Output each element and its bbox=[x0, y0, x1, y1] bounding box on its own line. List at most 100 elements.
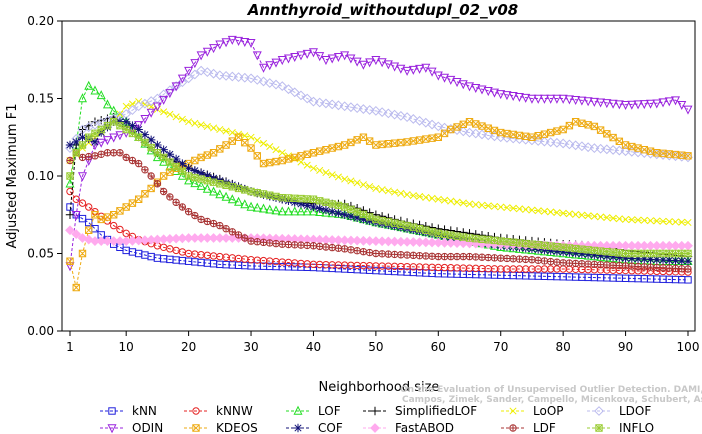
data-point bbox=[272, 146, 280, 154]
data-point bbox=[153, 180, 162, 188]
data-point bbox=[559, 209, 567, 217]
data-point bbox=[128, 199, 137, 207]
data-point bbox=[297, 194, 305, 203]
data-point bbox=[289, 87, 300, 98]
data-point bbox=[327, 99, 338, 110]
data-point bbox=[216, 145, 224, 153]
data-point bbox=[78, 199, 87, 207]
data-point bbox=[241, 234, 249, 242]
data-point bbox=[97, 125, 105, 134]
data-point bbox=[302, 93, 313, 104]
data-point bbox=[65, 178, 75, 188]
data-point bbox=[534, 241, 542, 249]
data-point bbox=[122, 154, 130, 161]
data-point bbox=[553, 258, 561, 266]
data-point bbox=[596, 251, 606, 261]
legend-item: ODIN bbox=[100, 421, 163, 434]
data-point bbox=[577, 249, 587, 259]
data-point bbox=[179, 203, 186, 211]
data-point bbox=[383, 236, 394, 247]
data-point bbox=[677, 101, 687, 111]
x-tick-label: 20 bbox=[181, 340, 196, 354]
x-tick-label: 40 bbox=[306, 340, 321, 354]
data-point bbox=[402, 66, 412, 76]
data-point bbox=[358, 104, 369, 114]
data-point bbox=[566, 259, 573, 267]
data-point bbox=[196, 65, 206, 76]
data-point bbox=[571, 244, 580, 253]
data-point bbox=[184, 175, 194, 185]
data-point bbox=[545, 137, 556, 148]
data-point bbox=[359, 181, 367, 189]
data-point bbox=[678, 265, 685, 272]
data-point bbox=[85, 203, 93, 211]
data-point bbox=[558, 94, 568, 104]
data-point bbox=[215, 40, 225, 50]
data-point bbox=[422, 226, 430, 234]
data-point bbox=[165, 161, 175, 171]
data-point bbox=[558, 138, 569, 149]
data-point bbox=[241, 132, 249, 140]
legend-label: kNN bbox=[132, 404, 157, 418]
data-point bbox=[191, 156, 199, 165]
data-point bbox=[315, 204, 324, 213]
data-point bbox=[178, 159, 187, 168]
data-point bbox=[389, 236, 400, 247]
data-point bbox=[528, 133, 536, 141]
data-point bbox=[209, 186, 219, 196]
data-point bbox=[390, 219, 399, 227]
data-point bbox=[452, 78, 462, 88]
data-point bbox=[453, 232, 461, 240]
data-point bbox=[171, 166, 181, 176]
data-point bbox=[227, 194, 237, 204]
data-point bbox=[246, 73, 256, 84]
data-point bbox=[415, 225, 424, 233]
data-point bbox=[104, 149, 111, 156]
data-point bbox=[308, 48, 318, 58]
legend-item: kNN bbox=[100, 404, 157, 418]
data-point bbox=[646, 99, 656, 109]
legend-label: LOF bbox=[318, 404, 341, 418]
data-point bbox=[471, 83, 481, 93]
data-point bbox=[134, 159, 143, 168]
legend-item: SimplifiedLOF bbox=[363, 404, 477, 418]
data-point bbox=[609, 262, 617, 269]
data-point bbox=[647, 263, 654, 271]
data-point bbox=[85, 226, 93, 234]
data-point bbox=[235, 231, 242, 239]
data-point bbox=[433, 71, 443, 81]
data-point bbox=[347, 205, 355, 214]
data-point bbox=[340, 51, 350, 61]
data-point bbox=[565, 244, 574, 252]
data-point bbox=[97, 215, 105, 224]
data-point bbox=[266, 191, 274, 199]
data-point bbox=[403, 251, 411, 259]
data-point bbox=[565, 210, 573, 218]
data-point bbox=[466, 253, 473, 260]
data-point bbox=[296, 51, 306, 61]
data-point bbox=[372, 141, 380, 149]
data-point bbox=[202, 47, 212, 57]
data-point bbox=[470, 128, 481, 139]
data-point bbox=[577, 250, 587, 260]
data-point bbox=[516, 255, 523, 263]
data-point bbox=[109, 118, 118, 126]
data-point bbox=[435, 253, 442, 260]
data-point bbox=[222, 225, 230, 232]
data-point bbox=[328, 171, 336, 179]
data-point bbox=[341, 245, 348, 253]
data-point bbox=[391, 188, 399, 196]
data-point bbox=[652, 255, 661, 264]
data-point bbox=[115, 117, 125, 126]
data-point bbox=[190, 178, 200, 188]
data-point bbox=[595, 424, 603, 432]
data-point bbox=[502, 91, 512, 101]
data-point bbox=[583, 97, 593, 107]
data-point bbox=[458, 80, 468, 90]
data-point bbox=[165, 150, 175, 159]
legend-label: LDF bbox=[533, 421, 556, 434]
data-point bbox=[65, 210, 75, 219]
data-point bbox=[571, 96, 581, 106]
data-point bbox=[159, 172, 168, 180]
